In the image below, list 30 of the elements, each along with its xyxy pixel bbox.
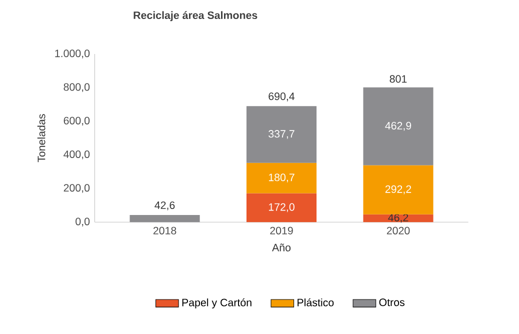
bar: [246, 106, 317, 163]
y-tick-label: 1.000,0: [55, 50, 90, 58]
total-label: 801: [390, 75, 407, 83]
y-tick-label: 200,0: [64, 184, 90, 193]
bar: [246, 193, 317, 222]
total-label: 42,6: [154, 201, 175, 210]
x-tick-label: 2018: [153, 226, 176, 234]
x-axis-title: Año: [272, 243, 291, 252]
legend-label: Papel y Cartón: [182, 298, 252, 308]
bar: [130, 214, 200, 222]
x-tick-label: 2019: [270, 226, 293, 234]
bar: [246, 162, 317, 194]
y-tick-label: 0,0: [76, 218, 90, 226]
total-label: 690,4: [268, 92, 295, 102]
chart-title: Reciclaje área Salmones: [134, 11, 258, 22]
legend-label: Otros: [379, 298, 404, 306]
data-label: 337,7: [268, 130, 294, 139]
y-tick-label: 400,0: [64, 150, 90, 160]
data-label: 462,9: [385, 122, 412, 131]
bar: [363, 165, 434, 214]
data-label: 46,2: [388, 214, 408, 223]
x-tick-label: 2020: [386, 226, 410, 234]
legend-label: Plástico: [298, 298, 334, 306]
y-tick-label: 600,0: [64, 116, 90, 126]
data-label: 292,2: [385, 185, 412, 194]
y-tick-label: 800,0: [64, 83, 90, 92]
bar: [363, 87, 434, 166]
y-axis-title: Toneladas: [37, 114, 46, 162]
data-label: 180,7: [268, 174, 294, 182]
data-label: 172,0: [268, 203, 294, 212]
